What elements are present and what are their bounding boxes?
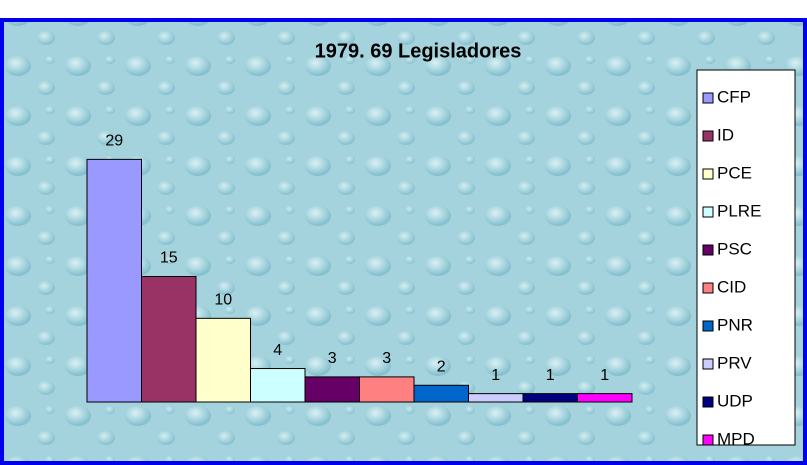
legend-label: PSC	[717, 239, 752, 258]
value-label: 1	[600, 367, 609, 384]
legend-swatch	[702, 320, 714, 332]
bar	[468, 393, 524, 403]
value-label: 15	[160, 250, 178, 267]
legend-swatch	[702, 434, 714, 446]
bar	[86, 158, 142, 403]
chart-title: 1979. 69 Legisladores	[315, 40, 522, 62]
legend-swatch	[702, 130, 714, 142]
legend-label: PNR	[717, 315, 753, 334]
legend-swatch	[702, 396, 714, 408]
legend-swatch	[702, 358, 714, 370]
value-label: 2	[437, 358, 446, 375]
value-label: 3	[382, 350, 391, 367]
legend-swatch	[702, 92, 714, 104]
legend-swatch	[702, 244, 714, 256]
legend-label: MPD	[717, 429, 755, 448]
bar	[141, 276, 197, 403]
bar	[522, 393, 578, 403]
legend-label: ID	[717, 125, 734, 144]
value-label: 4	[273, 342, 282, 359]
value-label: 1	[546, 367, 555, 384]
bar	[413, 384, 469, 403]
legend-label: PLRE	[717, 201, 761, 220]
legend-label: CID	[717, 277, 746, 296]
legend-swatch	[702, 168, 714, 180]
bar	[359, 376, 415, 403]
value-label: 1	[491, 367, 500, 384]
bar	[304, 376, 360, 403]
bar	[577, 393, 633, 403]
legend-label: UDP	[717, 391, 753, 410]
value-label: 3	[328, 350, 337, 367]
bar	[250, 368, 306, 403]
legend-swatch	[702, 206, 714, 218]
bar	[195, 317, 251, 403]
value-label: 29	[105, 133, 123, 150]
legend-swatch	[702, 282, 714, 294]
value-label: 10	[214, 292, 232, 309]
legend-label: CFP	[717, 87, 751, 106]
legend-label: PCE	[717, 163, 752, 182]
legend-label: PRV	[717, 353, 752, 372]
